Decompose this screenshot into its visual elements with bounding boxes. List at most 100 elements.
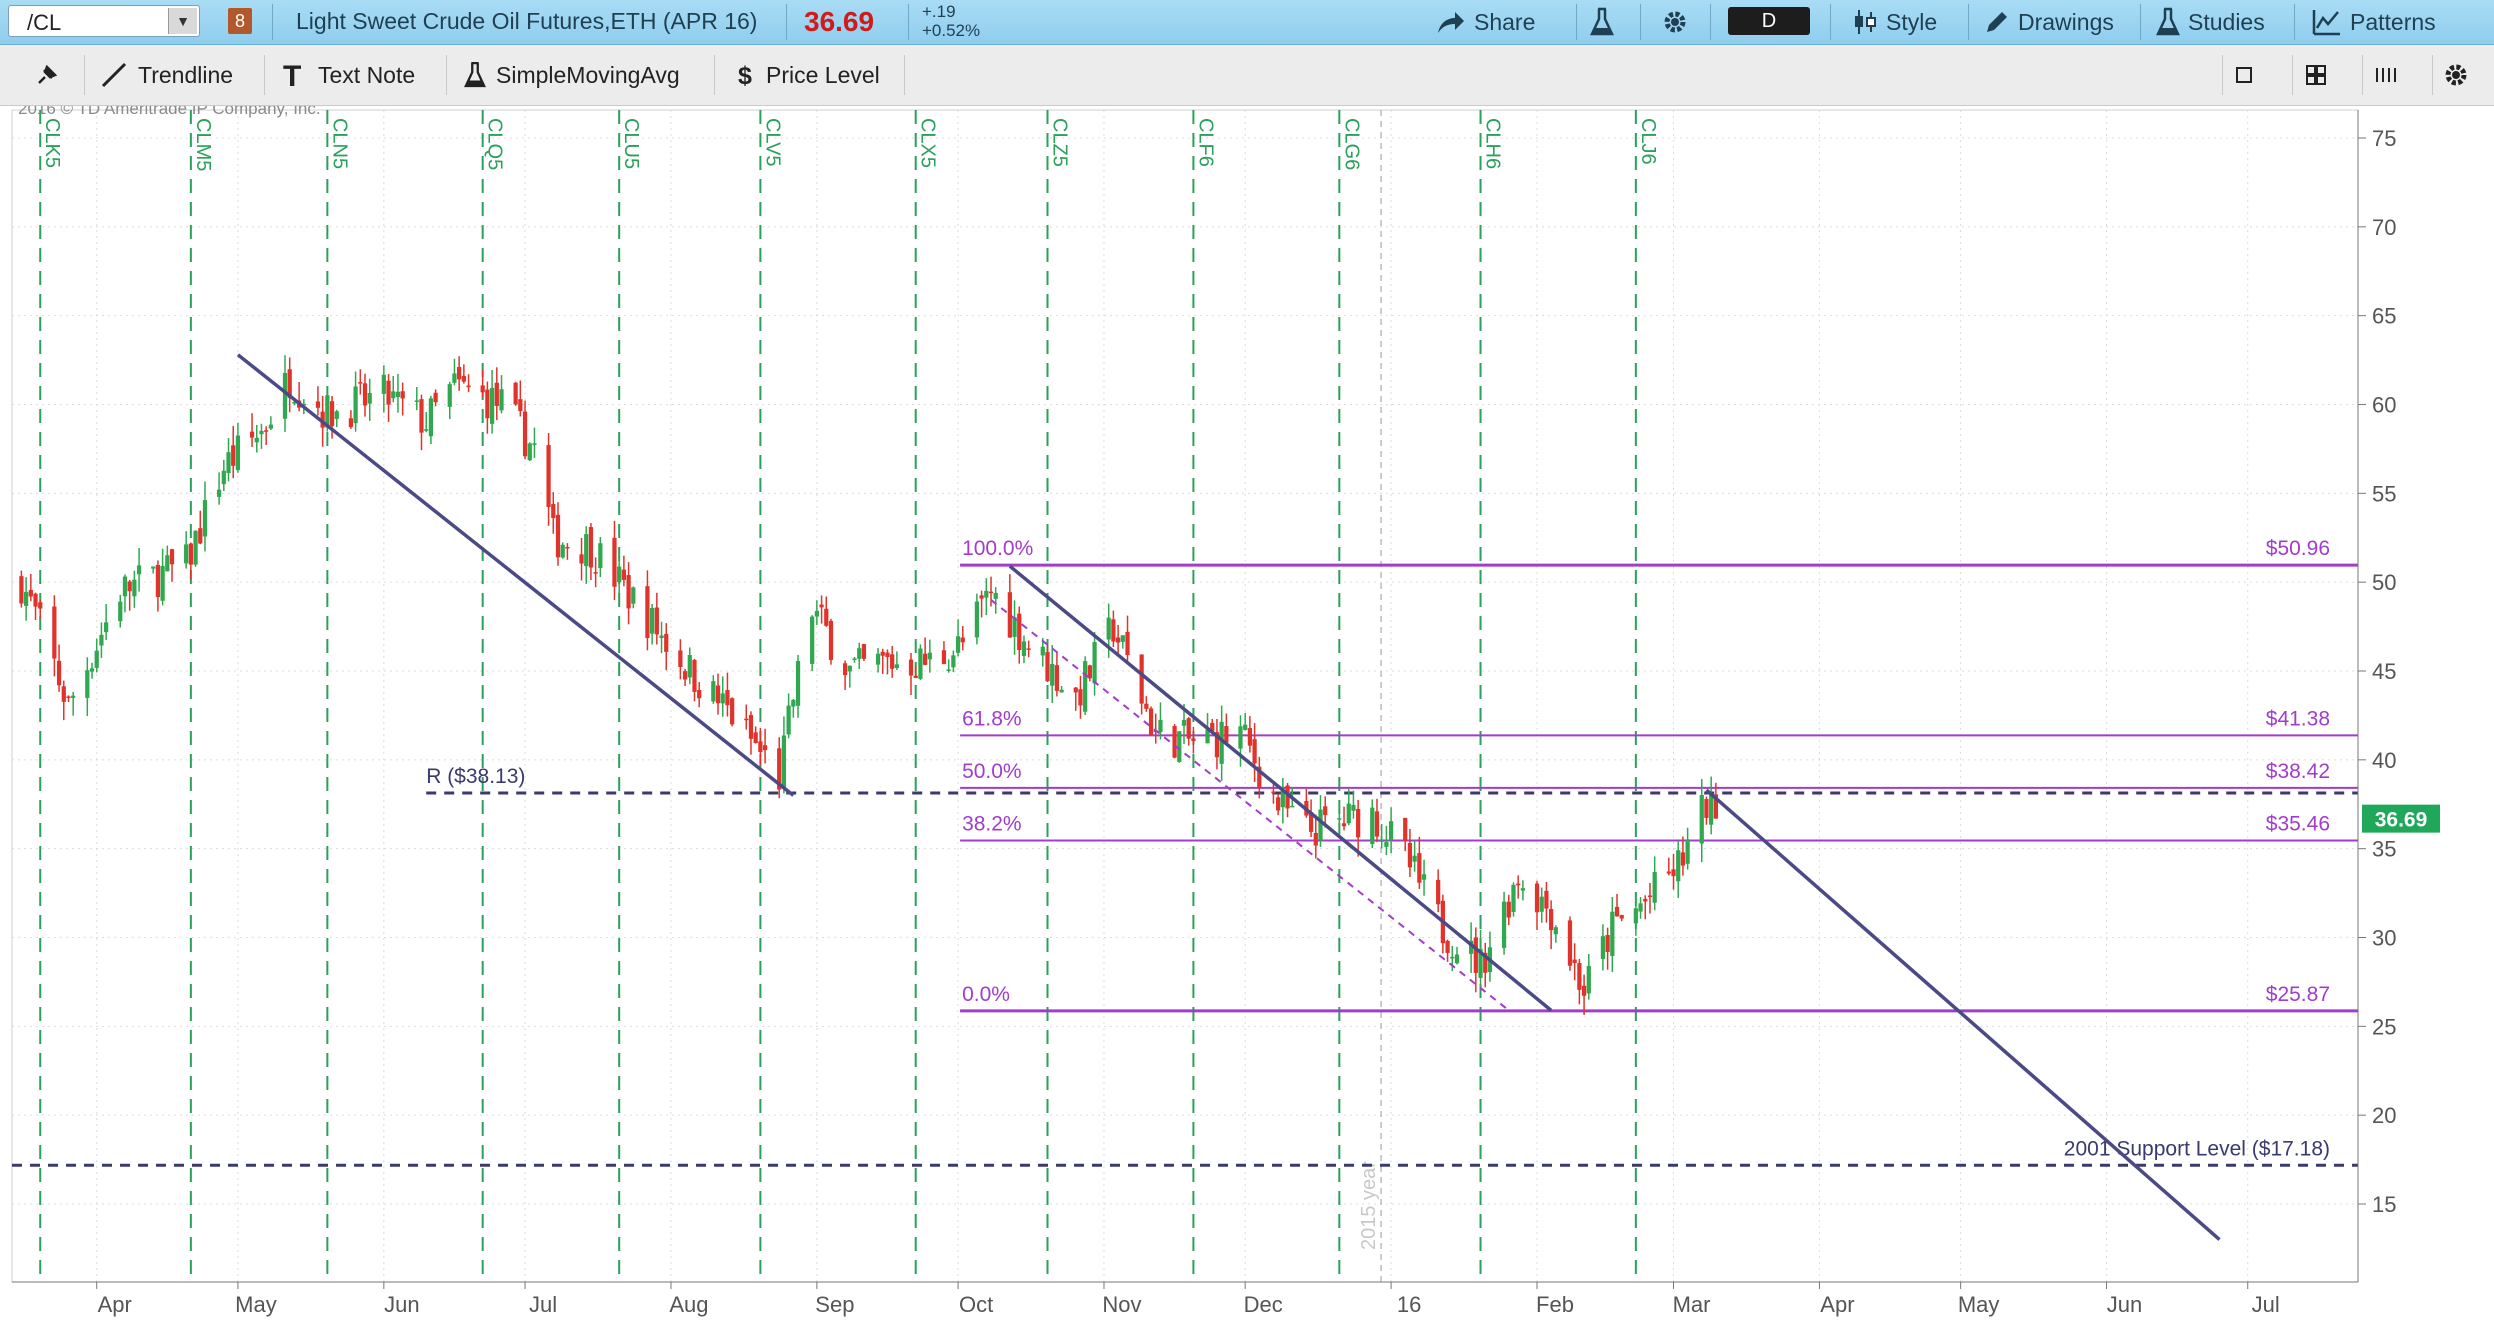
candle-body: [786, 705, 791, 735]
candle-body: [395, 391, 401, 398]
candle-body: [1417, 853, 1422, 883]
candle-body: [711, 681, 716, 702]
x-tick-label: Aug: [669, 1292, 708, 1317]
trendlines[interactable]: [236, 353, 2221, 1241]
candle-body: [447, 384, 452, 407]
pin-icon: [38, 64, 58, 84]
candle-body: [584, 534, 589, 567]
chevron-down-icon[interactable]: ▼: [168, 8, 197, 34]
fib-level-percent: 0.0%: [962, 983, 1010, 1006]
simple-moving-avg-button[interactable]: SimpleMovingAvg: [464, 55, 680, 95]
candle-body: [890, 654, 895, 669]
x-tick-label: Mar: [1673, 1292, 1711, 1317]
share-button[interactable]: Share: [1436, 5, 1535, 39]
share-label: Share: [1474, 8, 1536, 35]
candle-body: [725, 690, 730, 706]
candle-body: [857, 648, 862, 659]
share-icon: [1438, 12, 1464, 33]
price-level-button[interactable]: $ Price Level: [736, 55, 880, 95]
candle-body: [320, 411, 325, 428]
contract-marker-label: CLK5: [41, 118, 63, 168]
y-tick-label: 60: [2372, 393, 2396, 418]
candle-body: [367, 393, 372, 404]
drawings-label: Drawings: [2018, 8, 2114, 35]
candle-body: [1280, 790, 1285, 808]
candle-body: [325, 395, 330, 428]
fib-level-percent: 38.2%: [962, 812, 1022, 835]
candle-body: [1676, 850, 1681, 882]
candle-body: [1539, 896, 1544, 912]
contract-marker-label: CLG6: [1340, 118, 1362, 170]
flask-button[interactable]: [1590, 5, 1622, 39]
candle-body: [1450, 956, 1455, 959]
candle-body: [645, 586, 650, 639]
candle-body: [795, 660, 801, 706]
symbol-selector[interactable]: /CL ▼: [8, 5, 200, 37]
last-price-tag: [2362, 804, 2440, 833]
patterns-label: Patterns: [2350, 8, 2436, 35]
candle-body: [1638, 903, 1643, 912]
candle-body: [1012, 617, 1017, 637]
candle-body: [1600, 936, 1606, 959]
candle-body: [329, 401, 335, 426]
candle-body: [852, 658, 857, 660]
text-note-button[interactable]: T Text Note: [282, 55, 415, 95]
chart-settings-button[interactable]: [2436, 57, 2476, 93]
candle-body: [664, 633, 669, 652]
candle-body: [292, 402, 297, 404]
settings-button[interactable]: [1660, 5, 1698, 39]
trendline-button[interactable]: Trendline: [100, 55, 233, 95]
candle-body: [1454, 954, 1460, 964]
candle-body: [748, 714, 754, 739]
candle-body: [1144, 703, 1149, 709]
studies-button[interactable]: Studies: [2156, 5, 2265, 39]
candle-body: [875, 653, 881, 665]
simple-moving-avg-label: SimpleMovingAvg: [496, 61, 680, 88]
single-pane-icon: [2236, 67, 2252, 83]
candle-body: [951, 655, 956, 668]
candle-body: [1007, 592, 1012, 638]
candle-body: [1120, 635, 1125, 642]
candle-body: [1581, 985, 1587, 996]
y-tick-label: 55: [2372, 481, 2396, 506]
candle-body: [941, 650, 947, 665]
pin-button[interactable]: [36, 55, 68, 95]
candle-body: [1647, 895, 1653, 898]
candle-body: [682, 671, 688, 680]
drawing-toolbar: Trendline T Text Note SimpleMovingAvg $ …: [0, 45, 2494, 106]
candle-body: [659, 635, 664, 639]
candle-body: [1468, 940, 1474, 954]
grid-layout-button[interactable]: [2296, 57, 2336, 93]
candle-body: [198, 528, 203, 544]
candle-body: [155, 564, 161, 598]
candle-body: [923, 653, 928, 665]
all-button[interactable]: [2366, 57, 2406, 93]
chart-canvas[interactable]: 2015 year CLK5 CLM5 CLN5 CLQ5 CLU5 CLV5 CLX5 CL…: [0, 99, 2494, 1324]
period-selector[interactable]: D: [1728, 7, 1810, 35]
patterns-button[interactable]: Patterns: [2312, 5, 2436, 39]
candle-body: [400, 391, 405, 399]
x-tick-label: Jun: [2107, 1292, 2142, 1317]
candle-body: [1709, 793, 1714, 825]
contract-marker-label: CLM5: [192, 118, 214, 171]
symbol-input[interactable]: /CL: [27, 10, 62, 35]
candle-body: [946, 669, 951, 671]
candle-body: [1083, 661, 1088, 712]
candle-body: [715, 685, 721, 704]
plot-area: [11, 109, 2359, 1283]
single-layout-button[interactable]: [2224, 57, 2264, 93]
candle-body: [38, 602, 43, 609]
candle-body: [984, 590, 989, 598]
candle-body: [136, 565, 142, 575]
candle-body: [678, 650, 683, 667]
candle-body: [428, 398, 434, 437]
axes: 15 20 25 30 35 40 45 50 55 60 65 70 75 Apr May Jun Jul Au…: [12, 110, 2440, 1317]
link-group-badge[interactable]: 8: [228, 8, 252, 34]
candle-body: [1374, 811, 1380, 837]
fib-level-percent: 61.8%: [962, 707, 1022, 730]
candle-body: [532, 443, 537, 445]
candle-body: [226, 452, 231, 474]
drawings-button[interactable]: Drawings: [1984, 5, 2114, 39]
price-chart[interactable]: 2015 year CLK5 CLM5 CLN5 CLQ5 CLU5 CLV5 CLX5 CL…: [0, 99, 2494, 1324]
style-button[interactable]: Style: [1852, 5, 1937, 39]
